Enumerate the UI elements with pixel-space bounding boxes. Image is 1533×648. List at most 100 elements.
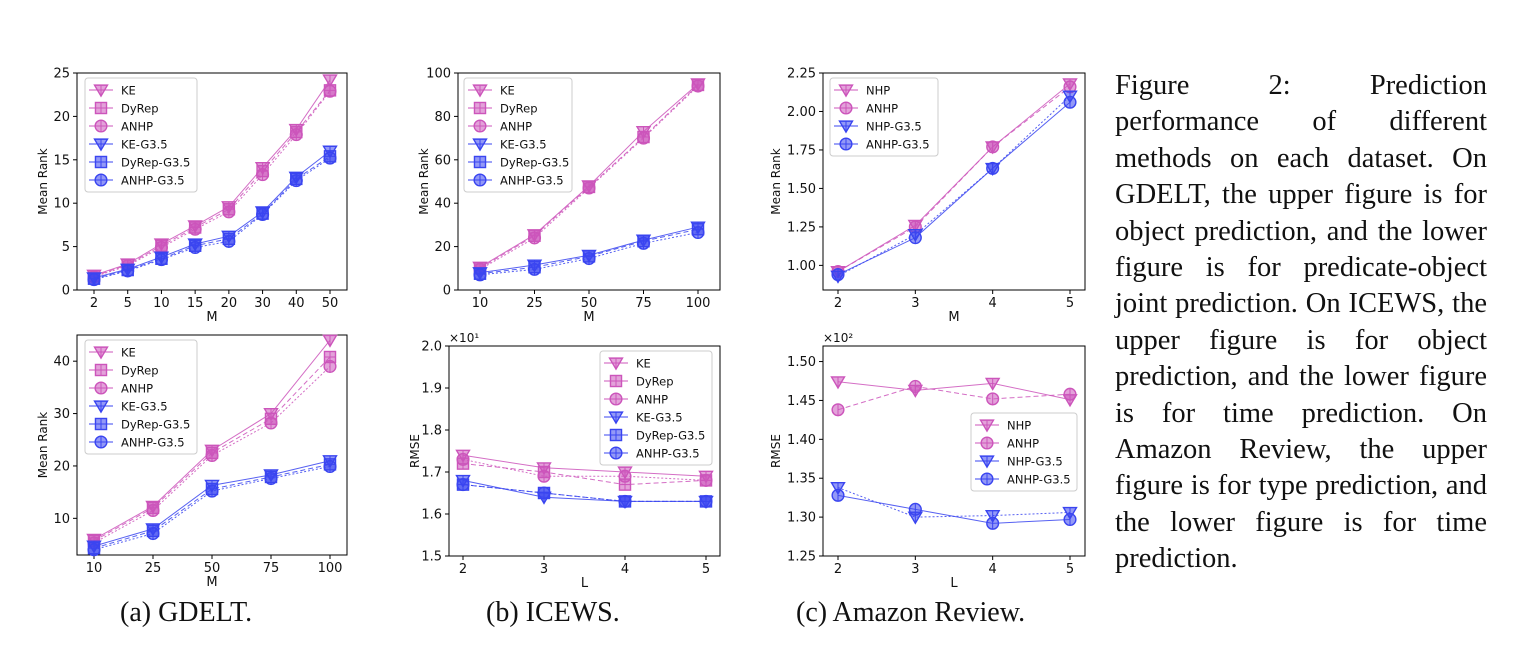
x-axis-label: L bbox=[950, 576, 958, 591]
y-tick-label: 1.35 bbox=[787, 472, 816, 487]
plot-frame bbox=[822, 345, 1086, 557]
y-tick-label: 1.45 bbox=[787, 394, 816, 409]
x-tick-label: 20 bbox=[221, 296, 238, 311]
y-tick-label: 1.25 bbox=[787, 220, 816, 235]
legend-label: DyRep-G3.5 bbox=[636, 429, 705, 443]
x-tick-label: 50 bbox=[204, 561, 221, 576]
series-anhp bbox=[87, 359, 337, 550]
subcaption-icews: (b) ICEWS. bbox=[486, 597, 620, 628]
series-anhp-g3-5 bbox=[87, 459, 337, 557]
y-tick-label: 1.75 bbox=[787, 143, 816, 158]
legend-label: ANHP bbox=[121, 120, 153, 134]
legend-label: ANHP-G3.5 bbox=[866, 138, 930, 152]
series-line bbox=[837, 86, 1071, 272]
legend-label: KE-G3.5 bbox=[636, 411, 683, 425]
series-ke-g3-5 bbox=[455, 474, 714, 509]
y-axis-label: Mean Rank bbox=[769, 148, 783, 215]
series-line bbox=[462, 454, 707, 477]
legend-label: ANHP bbox=[121, 382, 153, 396]
y-tick-label: 2.25 bbox=[787, 67, 816, 82]
y-tick-label: 10 bbox=[53, 197, 70, 212]
y-tick-label: 25 bbox=[53, 67, 70, 82]
legend-label: KE-G3.5 bbox=[121, 138, 168, 152]
legend-label: ANHP-G3.5 bbox=[121, 436, 185, 450]
plot-frame bbox=[76, 72, 348, 291]
chart-amazon-bottom: 2 3 4 5 1.25 1.30 1.35 1.40 1.45 1.50 L RMSE ×10² NHP… bbox=[769, 331, 1086, 591]
y-offset-text: ×10² bbox=[823, 331, 853, 345]
legend-label: KE-G3.5 bbox=[121, 400, 168, 414]
x-tick-label: 25 bbox=[145, 561, 162, 576]
x-axis-label: L bbox=[581, 576, 589, 591]
legend-label: KE bbox=[121, 346, 136, 360]
x-axis-label: M bbox=[948, 310, 959, 325]
plot-frame bbox=[448, 345, 721, 557]
chart-gdelt-bottom: 10 25 50 75 100 10 20 30 40 M Mean Rank KE DyRep ANHP… bbox=[36, 334, 348, 590]
series-anhp-g3-5 bbox=[831, 95, 1077, 282]
legend-label: ANHP bbox=[1007, 437, 1039, 451]
x-axis-label: M bbox=[206, 310, 217, 325]
legend-label: NHP-G3.5 bbox=[1007, 455, 1063, 469]
series-anhp-g3-5 bbox=[831, 488, 1077, 530]
legend-label: ANHP bbox=[636, 393, 668, 407]
legend-box bbox=[84, 339, 198, 455]
x-tick-label: 30 bbox=[254, 296, 271, 311]
y-offset-text: ×10¹ bbox=[449, 331, 479, 345]
legend: KE DyRep ANHP KE-G3.5 DyRep-G3.5 ANHP-G3.5 bbox=[84, 77, 198, 193]
series-line bbox=[837, 487, 1071, 518]
x-tick-label: 3 bbox=[911, 562, 919, 577]
y-tick-label: 1.50 bbox=[787, 182, 816, 197]
subcaption-gdelt: (a) GDELT. bbox=[120, 597, 253, 628]
series-line bbox=[479, 228, 699, 275]
series-anhp bbox=[831, 379, 1077, 417]
series-line bbox=[462, 484, 706, 502]
legend-label: ANHP bbox=[866, 102, 898, 116]
y-axis-label: RMSE bbox=[769, 434, 783, 468]
x-tick-label: 50 bbox=[581, 296, 598, 311]
legend-label: ANHP-G3.5 bbox=[121, 174, 185, 188]
y-tick-label: 1.6 bbox=[421, 508, 442, 523]
legend-label: KE bbox=[121, 84, 136, 98]
legend-label: ANHP-G3.5 bbox=[1007, 473, 1071, 487]
legend-label: KE bbox=[636, 357, 651, 371]
chart-icews-bottom: 2 3 4 5 1.5 1.6 1.7 1.8 1.9 2.0 L RMSE ×10¹ KE DyRep AN… bbox=[408, 331, 721, 591]
y-tick-label: 1.00 bbox=[787, 259, 816, 274]
y-tick-label: 1.30 bbox=[787, 511, 816, 526]
y-tick-label: 40 bbox=[53, 355, 70, 370]
x-tick-label: 4 bbox=[989, 562, 997, 577]
legend-label: DyRep bbox=[500, 102, 538, 116]
y-tick-label: 1.25 bbox=[787, 550, 816, 565]
legend: KE DyRep ANHP KE-G3.5 DyRep-G3.5 ANHP-G3.5 bbox=[463, 77, 573, 193]
y-tick-label: 5 bbox=[62, 240, 70, 255]
x-tick-label: 10 bbox=[472, 296, 489, 311]
x-tick-label: 40 bbox=[288, 296, 305, 311]
series-anhp bbox=[473, 79, 705, 276]
y-tick-label: 40 bbox=[434, 197, 451, 212]
y-tick-label: 30 bbox=[53, 407, 70, 422]
series-line bbox=[837, 385, 1071, 411]
x-tick-label: 10 bbox=[153, 296, 170, 311]
x-tick-label: 5 bbox=[702, 562, 710, 577]
series-line bbox=[462, 458, 707, 481]
series-line bbox=[837, 494, 1071, 524]
x-tick-label: 2 bbox=[834, 296, 842, 311]
y-axis-label: Mean Rank bbox=[417, 148, 431, 215]
series-line bbox=[93, 463, 331, 549]
chart-icews-top: 10 25 50 75 100 0 20 40 60 80 100 M Mean Rank KE DyRep… bbox=[417, 67, 721, 325]
series-anhp-g3-5 bbox=[456, 478, 713, 508]
legend: NHP ANHP NHP-G3.5 ANHP-G3.5 bbox=[829, 77, 939, 157]
x-tick-label: 2 bbox=[834, 562, 842, 577]
figure-caption: Figure 2: Prediction performance of diff… bbox=[1115, 70, 1487, 575]
legend-label: NHP bbox=[1007, 419, 1031, 433]
y-tick-label: 20 bbox=[434, 240, 451, 255]
legend-label: DyRep-G3.5 bbox=[500, 156, 569, 170]
legend-label: KE-G3.5 bbox=[500, 138, 547, 152]
series-ke-g3-5 bbox=[86, 455, 338, 554]
x-tick-label: 5 bbox=[1066, 562, 1074, 577]
y-tick-label: 1.40 bbox=[787, 433, 816, 448]
series-line bbox=[837, 381, 1071, 401]
y-tick-label: 0 bbox=[62, 284, 70, 299]
legend-label: ANHP-G3.5 bbox=[500, 174, 564, 188]
subcaption-amazon: (c) Amazon Review. bbox=[796, 597, 1026, 628]
